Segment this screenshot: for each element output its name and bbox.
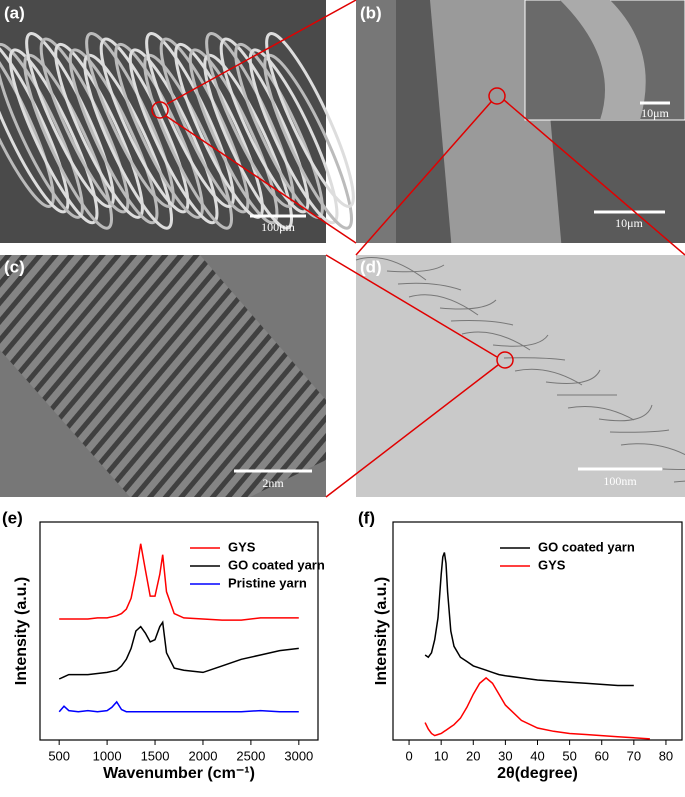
series-line — [58, 700, 299, 713]
panel-label: (f) — [358, 508, 375, 527]
x-tick-label: 70 — [627, 748, 641, 763]
flake-edge — [386, 264, 445, 273]
flake-edge — [662, 468, 685, 470]
fiber-loop — [248, 48, 339, 225]
flake-edge — [408, 294, 479, 316]
fiber-loop — [68, 48, 159, 225]
legend-label: GO coated yarn — [228, 557, 325, 572]
panel-label: (e) — [2, 508, 23, 527]
fiber-loop — [114, 42, 204, 219]
flake-edge — [397, 282, 462, 291]
panel-label: (b) — [360, 3, 382, 22]
x-axis-label: 2θ(degree) — [497, 765, 578, 782]
flake-edge — [514, 368, 583, 386]
legend-label: GYS — [228, 539, 256, 554]
flake-edge — [492, 334, 549, 347]
series-line — [424, 676, 650, 740]
x-tick-label: 30 — [498, 748, 512, 763]
fiber-loop — [128, 48, 219, 225]
x-tick-label: 80 — [659, 748, 673, 763]
x-tick-label: 0 — [405, 748, 412, 763]
series-line — [424, 552, 634, 687]
panel-label: (d) — [360, 257, 382, 276]
x-tick-label: 3000 — [284, 748, 313, 763]
x-tick-label: 10 — [434, 748, 448, 763]
flake-edge — [450, 320, 514, 326]
fiber-loop — [159, 37, 250, 214]
plot-frame — [39, 521, 319, 741]
x-tick-label: 60 — [594, 748, 608, 763]
legend-label: GO coated yarn — [538, 539, 635, 554]
series-line — [59, 543, 299, 621]
panel-label: (a) — [4, 3, 25, 22]
fiber-loop — [265, 32, 355, 208]
tem-image-c — [0, 255, 326, 497]
flake-edge — [673, 480, 685, 483]
flake-edge — [545, 369, 601, 384]
flake-edge — [609, 429, 670, 433]
scale-bar-label: 10μm — [641, 106, 669, 120]
fiber-loop — [188, 48, 279, 225]
flake-edge — [567, 406, 635, 421]
flake-edge — [620, 443, 685, 456]
fiber-loop — [54, 42, 144, 219]
fiber-loop — [145, 32, 235, 208]
x-tick-label: 2000 — [189, 748, 218, 763]
panel-label: (c) — [4, 257, 25, 276]
fiber-loop — [234, 42, 324, 219]
x-tick-label: 1000 — [93, 748, 122, 763]
sem-image-a — [0, 0, 355, 243]
flake-edge — [598, 404, 653, 422]
legend-label: Pristine yarn — [228, 575, 307, 590]
x-tick-label: 1500 — [141, 748, 170, 763]
scale-bar-label: 100nm — [603, 474, 637, 488]
fiber-loop — [205, 32, 295, 208]
fiber-loop — [219, 37, 310, 214]
fiber-loop — [8, 48, 99, 225]
x-tick-label: 50 — [562, 748, 576, 763]
fiber-loop — [25, 32, 115, 208]
sem-image-b — [356, 0, 685, 243]
x-tick-label: 20 — [466, 748, 480, 763]
scale-bar-label: 10μm — [615, 216, 643, 230]
x-tick-label: 2500 — [236, 748, 265, 763]
tem-image-d — [355, 255, 685, 497]
fiber-loop — [0, 42, 84, 219]
x-tick-label: 40 — [530, 748, 544, 763]
flake-edge — [503, 357, 566, 361]
series-line — [58, 620, 299, 680]
y-axis-label: Intensity (a.u.) — [13, 577, 30, 685]
x-axis-label: Wavenumber (cm⁻¹) — [103, 765, 255, 782]
legend-label: GYS — [538, 557, 566, 572]
x-tick-label: 500 — [48, 748, 70, 763]
scale-bar-label: 100μm — [261, 220, 295, 234]
flake-edge — [439, 299, 497, 310]
fiber-loop — [39, 37, 130, 214]
zoom-connectors — [151, 0, 685, 498]
scale-bar-label: 2nm — [262, 476, 284, 490]
y-axis-label: Intensity (a.u.) — [373, 577, 390, 685]
fiber-loop — [0, 32, 55, 208]
fiber-loop — [85, 32, 175, 208]
fiber-loop — [0, 37, 70, 214]
flake-edge — [355, 257, 427, 281]
